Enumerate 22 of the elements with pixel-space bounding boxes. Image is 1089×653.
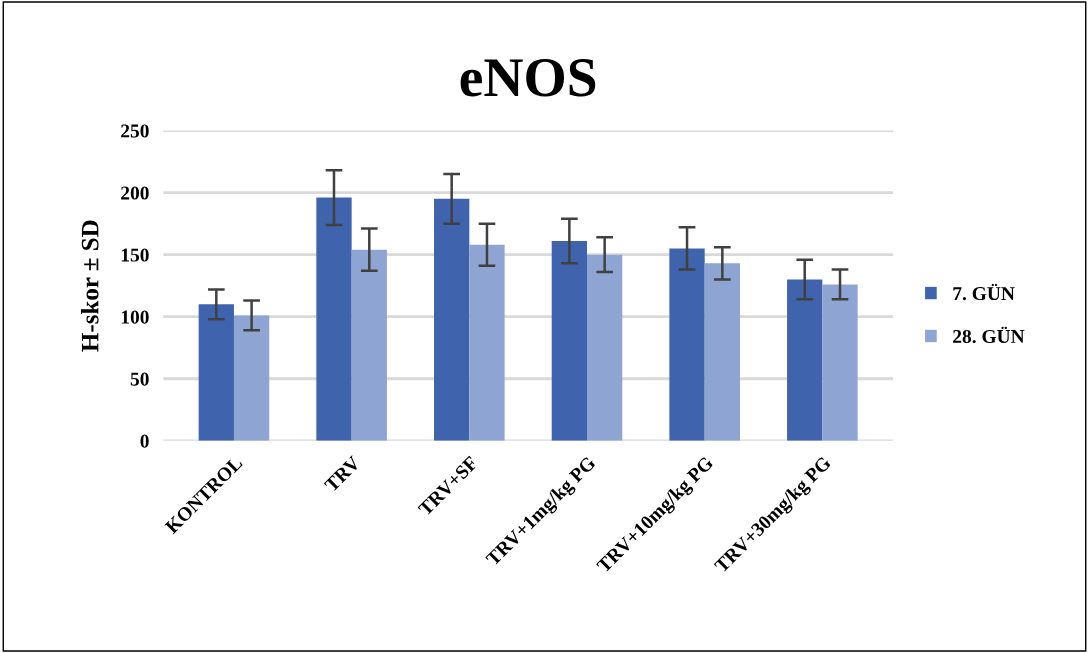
legend-label: 7. GÜN: [953, 283, 1015, 301]
bar: [822, 284, 858, 441]
y-tick-label: 50: [130, 372, 149, 386]
bar: [704, 263, 740, 441]
bar: [351, 249, 387, 441]
legend-label: 28. GÜN: [953, 326, 1025, 344]
y-tick-label: 0: [140, 434, 149, 448]
y-tick-label: 100: [121, 310, 149, 324]
chart-title: eNOS: [460, 59, 596, 97]
bar: [787, 279, 823, 441]
bar: [587, 254, 623, 441]
bar: [198, 304, 234, 441]
y-tick-label: 250: [121, 124, 149, 138]
y-axis-title: H-skor ± SD: [80, 220, 99, 352]
bar: [469, 244, 505, 441]
bar: [551, 241, 588, 441]
bar: [316, 197, 352, 441]
bar: [669, 248, 705, 441]
y-tick-label: 200: [121, 186, 149, 200]
bar: [233, 315, 270, 441]
bar: [434, 198, 470, 441]
y-tick-label: 150: [121, 248, 149, 262]
